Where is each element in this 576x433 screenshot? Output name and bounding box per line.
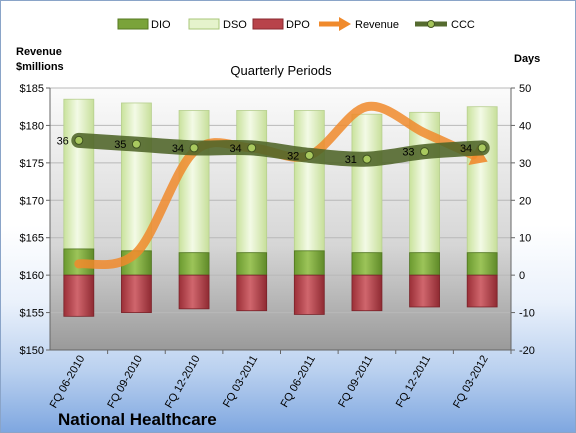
- bar-dpo: [121, 274, 152, 313]
- ccc-data-label: 31: [345, 154, 357, 166]
- x-tick-label: FQ 03-2012: [451, 354, 491, 411]
- legend-swatch-ccc: [415, 20, 447, 28]
- legend-swatch-dpo: [252, 18, 284, 30]
- x-tick-label: FQ 06-2011: [279, 354, 318, 410]
- bar-dso: [466, 106, 498, 254]
- ccc-data-label: 34: [229, 143, 241, 155]
- y-left-label-line2: $millions: [16, 61, 64, 73]
- ccc-data-label: 32: [287, 150, 299, 162]
- ccc-path: [71, 132, 490, 167]
- bar-dpo: [466, 274, 498, 308]
- y-left-tick-label: $165: [20, 233, 44, 245]
- bar-dpo: [293, 274, 325, 315]
- y-right-tick-label: 40: [519, 120, 531, 132]
- ccc-data-label: 34: [172, 143, 184, 155]
- bar-dpo: [409, 274, 440, 308]
- bar-dso: [236, 110, 268, 254]
- bar-dio: [409, 252, 440, 276]
- legend-label-revenue: Revenue: [355, 19, 399, 31]
- bar-dso: [293, 110, 325, 252]
- bar-dio: [236, 252, 268, 276]
- legend-label-ccc: CCC: [451, 19, 475, 31]
- ccc-line: 36 35 34 34 32 31 33 34: [57, 132, 490, 167]
- plot-area: [50, 88, 511, 350]
- y-left-tick-label: $170: [20, 195, 44, 207]
- ccc-point: [477, 143, 487, 153]
- y-right-tick-label: 50: [519, 83, 531, 95]
- ccc-point: [247, 143, 257, 153]
- legend: DIO DSO DPO Revenue CCC: [117, 17, 475, 31]
- ccc-data-label: 33: [402, 147, 414, 159]
- ccc-data-label: 36: [57, 135, 69, 147]
- legend-label-dpo: DPO: [286, 19, 310, 31]
- y-right-tick-label: 20: [519, 195, 531, 207]
- bar-dio: [351, 252, 383, 276]
- y-left-tick-label: $175: [20, 158, 44, 170]
- legend-swatch-dso: [188, 18, 220, 30]
- bar-dio: [293, 250, 325, 276]
- y-right-tick-label: 0: [519, 270, 525, 282]
- bar-dpo: [236, 274, 268, 312]
- ccc-point: [362, 154, 372, 164]
- y-left-tick-label: $180: [20, 120, 44, 132]
- bar-dso: [121, 102, 152, 252]
- legend-label-dso: DSO: [223, 19, 247, 31]
- ccc-point: [304, 150, 314, 160]
- y-left-label-line1: Revenue: [16, 46, 62, 58]
- x-tick-label: FQ 09-2010: [105, 354, 145, 411]
- company-name: National Healthcare: [58, 410, 217, 429]
- bar-dpo: [178, 274, 210, 310]
- bar-dso: [351, 113, 383, 254]
- bar-dpo: [351, 274, 383, 312]
- legend-label-dio: DIO: [151, 19, 171, 31]
- y-right-tick-label: 10: [519, 233, 531, 245]
- chart-title: Quarterly Periods: [230, 63, 332, 78]
- x-tick-label: FQ 09-2011: [336, 354, 375, 410]
- y-right-tick-label: 30: [519, 158, 531, 170]
- y-left-tick-label: $150: [20, 345, 44, 357]
- ccc-data-label: 35: [114, 139, 126, 151]
- y-right-tick-label: -20: [519, 345, 535, 357]
- ccc-point: [131, 139, 141, 149]
- legend-swatch-dio: [117, 18, 149, 30]
- ccc-data-label: 34: [460, 143, 472, 155]
- bar-dio: [466, 252, 498, 276]
- bar-dio: [178, 252, 210, 276]
- ccc-point: [189, 143, 199, 153]
- y-right-label: Days: [514, 53, 540, 65]
- y-left-tick-label: $155: [20, 308, 44, 320]
- y-left-tick-label: $185: [20, 83, 44, 95]
- y-left-tick-label: $160: [20, 270, 44, 282]
- x-tick-label: FQ 03-2011: [221, 354, 260, 410]
- ccc-point: [420, 147, 430, 157]
- legend-swatch-revenue: [319, 17, 351, 31]
- x-tick-label: FQ 12-2011: [394, 354, 433, 410]
- bar-dpo: [63, 274, 95, 317]
- bar-dso: [178, 110, 210, 254]
- bar-dso: [63, 98, 95, 250]
- y-right-tick-label: -10: [519, 308, 535, 320]
- ccc-point: [74, 135, 84, 145]
- x-tick-label: FQ 12-2010: [163, 354, 203, 411]
- x-tick-label: FQ 06-2010: [48, 354, 88, 411]
